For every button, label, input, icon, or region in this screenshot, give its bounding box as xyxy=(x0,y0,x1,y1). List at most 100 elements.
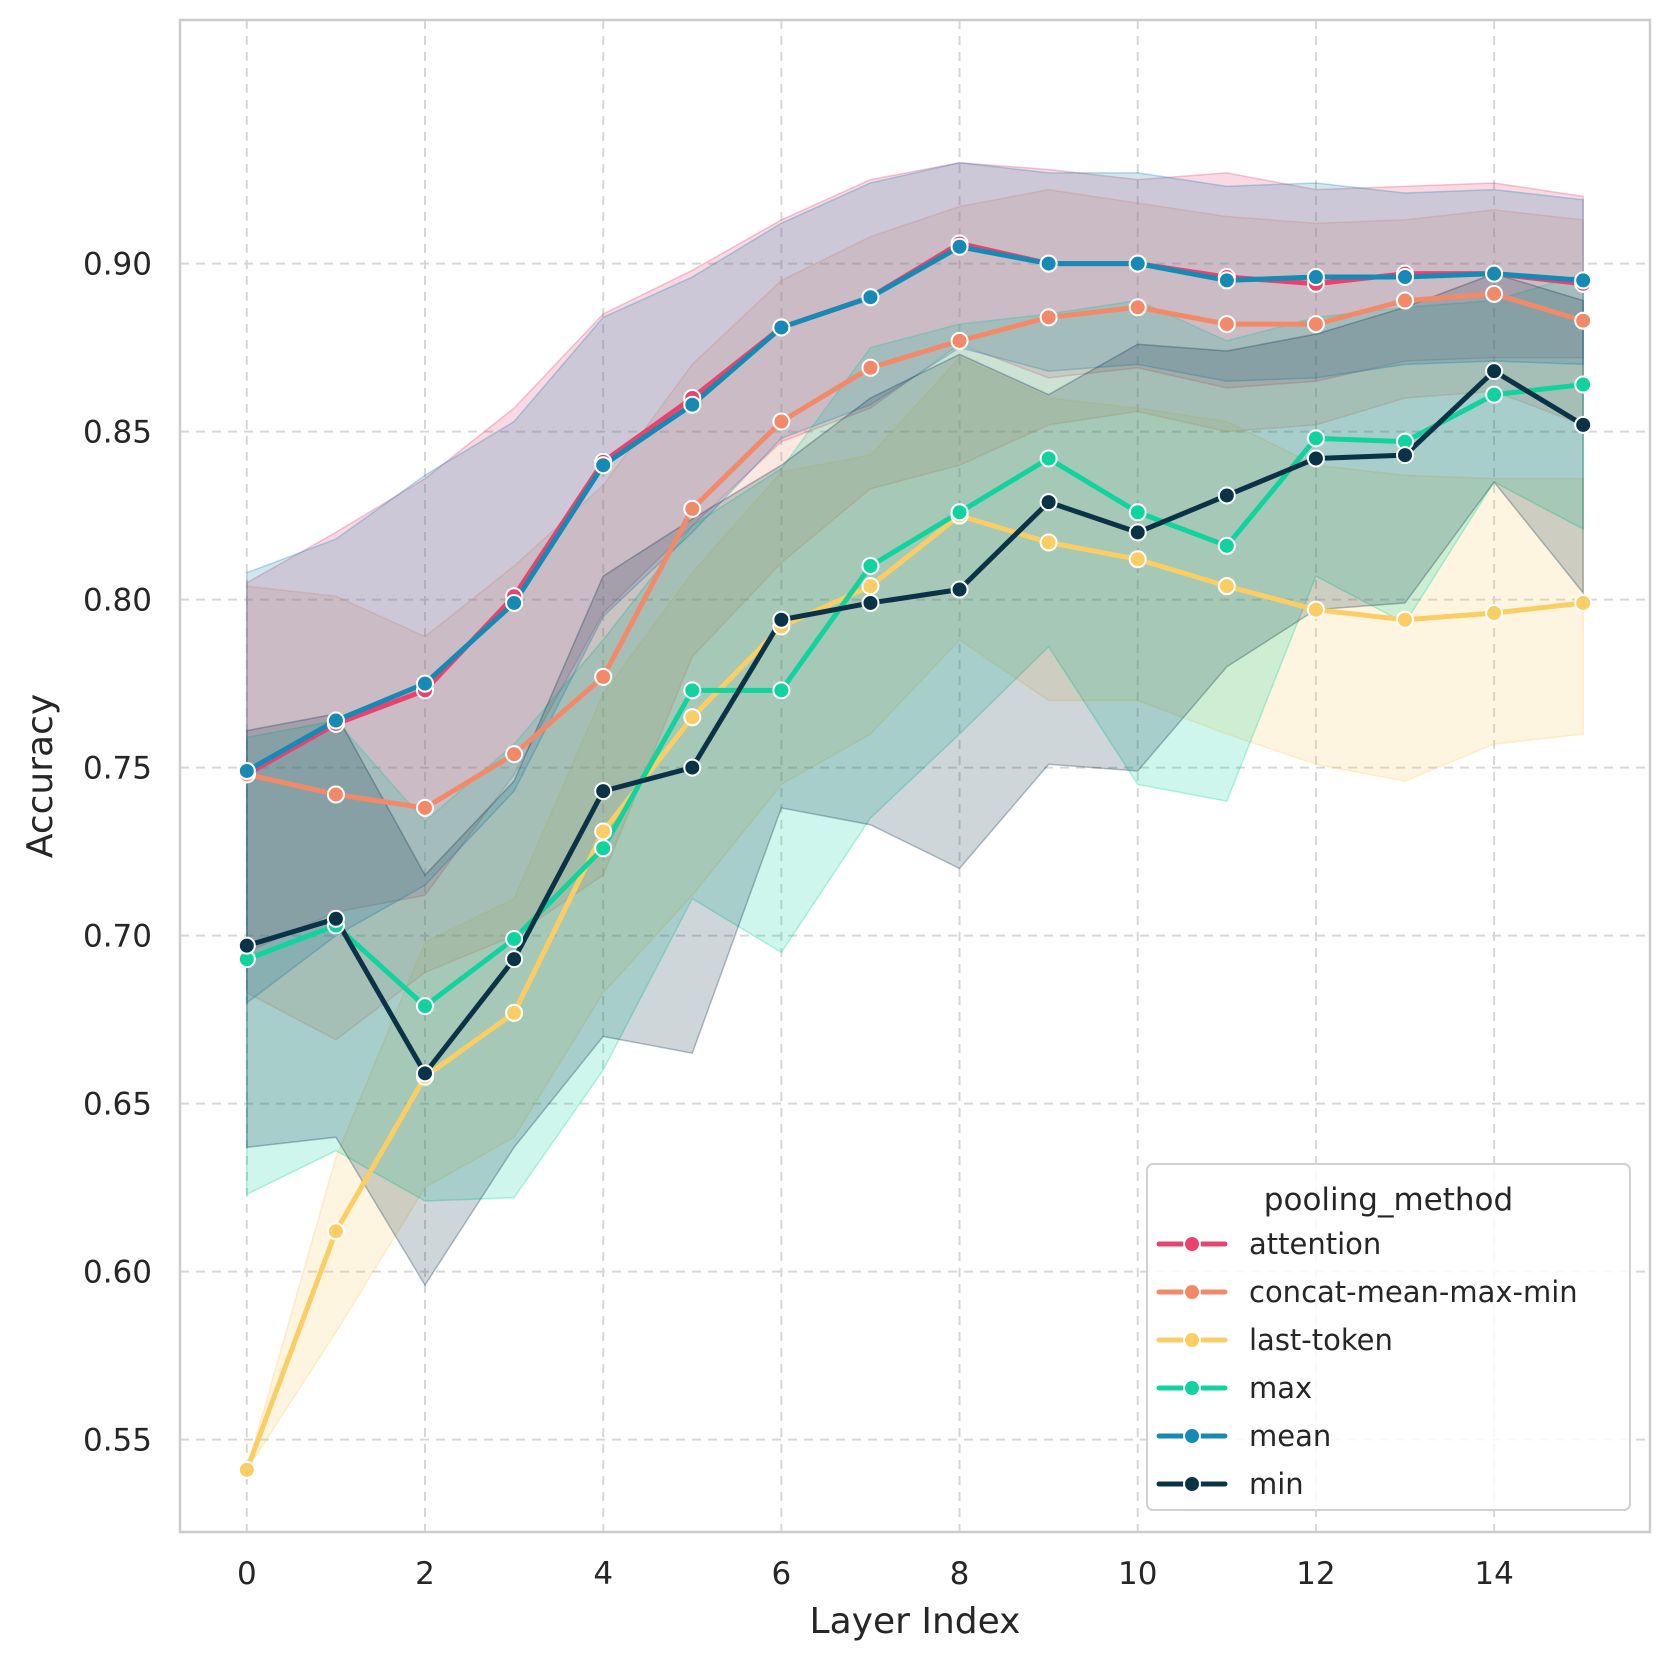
point-last-token xyxy=(505,1003,524,1022)
legend-swatch-marker xyxy=(1183,1427,1201,1445)
legend-item-max: max xyxy=(1156,1371,1312,1405)
legend-items: attention concat-mean-max-min last-token ma… xyxy=(1156,1227,1578,1501)
y-tick-labels: 0.55 0.60 0.65 0.70 0.75 0.80 0.85 0.90 xyxy=(83,247,152,1459)
point-concat-mean-max-min xyxy=(505,745,524,764)
point-mean xyxy=(950,237,969,256)
point-max xyxy=(1574,375,1593,394)
point-mean xyxy=(1039,254,1058,273)
point-max xyxy=(1306,429,1325,448)
legend-swatch-marker xyxy=(1183,1331,1201,1349)
x-tick-label: 2 xyxy=(415,1556,435,1592)
legend-item-concat-mean-max-min: concat-mean-max-min xyxy=(1156,1275,1578,1309)
point-mean xyxy=(594,456,613,475)
point-concat-mean-max-min xyxy=(1306,315,1325,334)
point-mean xyxy=(772,318,791,337)
point-min xyxy=(772,610,791,629)
point-last-token xyxy=(594,822,613,841)
point-concat-mean-max-min xyxy=(683,499,702,518)
legend-label: max xyxy=(1249,1371,1312,1405)
point-mean xyxy=(505,593,524,612)
x-tick-label: 12 xyxy=(1296,1556,1335,1592)
point-concat-mean-max-min xyxy=(594,667,613,686)
point-max xyxy=(594,839,613,858)
band-mean xyxy=(246,162,1584,1005)
point-last-token xyxy=(1574,593,1593,612)
point-mean xyxy=(861,288,880,307)
legend-item-attention: attention xyxy=(1156,1227,1381,1261)
point-concat-mean-max-min xyxy=(1396,291,1414,310)
y-tick-label: 0.65 xyxy=(83,1087,152,1123)
legend-label: attention xyxy=(1249,1227,1381,1261)
x-tick-label: 10 xyxy=(1118,1556,1157,1592)
legend-label: mean xyxy=(1249,1419,1331,1453)
point-max xyxy=(505,929,524,948)
band-max xyxy=(246,272,1584,1202)
legend-swatch-marker xyxy=(1183,1283,1201,1301)
point-mean xyxy=(1128,254,1147,273)
point-max xyxy=(950,503,969,522)
point-max xyxy=(772,681,791,700)
legend-label: min xyxy=(1249,1467,1304,1501)
point-max xyxy=(416,997,434,1016)
point-mean xyxy=(326,711,345,730)
point-mean xyxy=(1306,268,1325,287)
point-mean xyxy=(1217,271,1236,290)
point-min xyxy=(1217,486,1236,505)
point-concat-mean-max-min xyxy=(1485,284,1504,303)
y-tick-label: 0.70 xyxy=(83,919,152,955)
y-tick-label: 0.85 xyxy=(83,415,152,451)
point-last-token xyxy=(1306,600,1325,619)
legend: pooling_method attention concat-mean-max-… xyxy=(1146,1163,1631,1511)
y-tick-label: 0.90 xyxy=(83,247,152,283)
y-tick-label: 0.75 xyxy=(83,751,152,787)
series-lines xyxy=(244,240,1586,1473)
legend-swatch-marker xyxy=(1183,1475,1201,1493)
point-mean xyxy=(237,761,256,780)
point-min xyxy=(1396,446,1414,465)
band-min xyxy=(246,272,1584,1287)
point-min xyxy=(1039,493,1058,512)
x-tick-label: 0 xyxy=(237,1556,257,1592)
point-min xyxy=(683,758,702,777)
line-concat-mean-max-min xyxy=(244,291,1586,811)
line-last-token xyxy=(244,513,1586,1473)
point-concat-mean-max-min xyxy=(950,331,969,350)
point-mean xyxy=(1396,268,1414,287)
point-concat-mean-max-min xyxy=(1217,315,1236,334)
point-concat-mean-max-min xyxy=(772,412,791,431)
legend-item-last-token: last-token xyxy=(1156,1323,1393,1357)
point-max xyxy=(1217,536,1236,555)
point-min xyxy=(950,580,969,599)
point-max xyxy=(683,681,702,700)
point-last-token xyxy=(1128,550,1147,569)
point-min xyxy=(1485,362,1504,381)
legend-swatch-marker xyxy=(1183,1379,1201,1397)
point-last-token xyxy=(1217,577,1236,596)
legend-title: pooling_method xyxy=(1264,1182,1513,1218)
plot-frame xyxy=(178,18,1652,1534)
x-tick-label: 14 xyxy=(1474,1556,1513,1592)
point-mean xyxy=(683,395,702,414)
legend-box xyxy=(1146,1163,1631,1511)
point-concat-mean-max-min xyxy=(1574,311,1593,330)
y-tick-label: 0.60 xyxy=(83,1255,152,1291)
legend-item-min: min xyxy=(1156,1467,1304,1501)
confidence-bands xyxy=(246,162,1584,1471)
x-tick-label: 6 xyxy=(771,1556,791,1592)
point-last-token xyxy=(861,577,880,596)
y-tick-label: 0.55 xyxy=(83,1423,152,1459)
x-axis-title: Layer Index xyxy=(810,1601,1021,1642)
point-max xyxy=(861,557,880,575)
point-last-token xyxy=(1485,604,1504,623)
point-min xyxy=(1574,415,1593,434)
legend-label: concat-mean-max-min xyxy=(1249,1275,1578,1309)
legend-label: last-token xyxy=(1249,1323,1393,1357)
legend-swatch-marker xyxy=(1183,1235,1201,1253)
point-min xyxy=(861,593,880,612)
point-concat-mean-max-min xyxy=(1039,308,1058,327)
line-min xyxy=(244,368,1586,1076)
point-last-token xyxy=(1396,610,1414,629)
point-last-token xyxy=(683,708,702,727)
point-max xyxy=(1128,503,1147,522)
